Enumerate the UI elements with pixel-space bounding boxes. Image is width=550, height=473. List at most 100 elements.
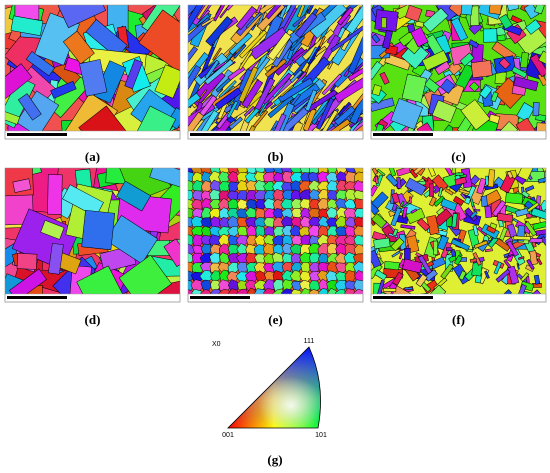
grain — [491, 200, 507, 217]
grain — [404, 177, 427, 196]
grain — [496, 212, 514, 223]
grain — [204, 59, 220, 80]
grain — [47, 174, 63, 215]
frame — [4, 167, 181, 303]
corner-label: 111 — [304, 338, 315, 345]
grain — [528, 238, 543, 243]
grain — [523, 289, 544, 294]
grain — [416, 122, 435, 131]
scale-bar — [7, 296, 67, 299]
grain — [57, 5, 107, 29]
grain — [235, 6, 257, 30]
grain — [192, 234, 203, 247]
grain — [294, 12, 318, 39]
grain — [354, 208, 363, 219]
grain — [483, 28, 498, 43]
grain — [517, 168, 536, 181]
grain — [271, 113, 287, 131]
grain — [390, 237, 405, 252]
grain — [318, 288, 329, 294]
scale-bar — [190, 133, 250, 136]
grain — [426, 168, 436, 177]
grain — [473, 208, 481, 212]
grain — [306, 5, 317, 15]
grain — [50, 80, 77, 99]
grain — [460, 5, 474, 16]
grain — [304, 89, 318, 112]
grain — [81, 209, 116, 251]
grain — [191, 289, 203, 294]
grain — [246, 287, 257, 294]
grain — [300, 287, 311, 294]
grain — [371, 213, 388, 229]
grain — [506, 170, 514, 179]
grain — [238, 125, 256, 131]
panel-label: (f) — [452, 312, 465, 327]
grain — [188, 121, 218, 131]
grain — [511, 66, 528, 79]
grain — [204, 59, 234, 85]
grain — [487, 169, 496, 188]
grain — [526, 258, 535, 270]
axis-label: X0 — [212, 341, 221, 348]
grain — [429, 183, 434, 197]
grain — [334, 289, 347, 294]
grain — [497, 34, 506, 42]
grain — [42, 130, 77, 131]
grain — [469, 5, 480, 26]
ebsd-map — [188, 5, 363, 131]
grain — [212, 5, 228, 22]
grain — [344, 288, 356, 294]
grain — [500, 289, 512, 294]
grain — [40, 220, 65, 240]
grain — [490, 91, 499, 103]
panel-label: (a) — [85, 149, 100, 164]
grain — [262, 120, 279, 131]
grain — [521, 190, 530, 199]
grain — [410, 208, 418, 214]
grain — [532, 102, 540, 117]
grain — [188, 5, 203, 25]
grain — [267, 31, 292, 61]
grain — [205, 16, 233, 47]
grain — [450, 238, 470, 251]
grain — [520, 280, 535, 292]
grain — [414, 20, 425, 28]
grain — [404, 248, 411, 261]
grain — [424, 269, 438, 282]
grain — [16, 252, 38, 270]
grain — [218, 80, 237, 99]
grain — [10, 15, 44, 36]
grain — [505, 192, 524, 205]
grain — [458, 270, 467, 281]
grain — [540, 236, 546, 249]
grain — [454, 176, 467, 186]
grain — [493, 261, 502, 275]
grain — [254, 77, 276, 111]
grain — [450, 17, 469, 42]
grain — [25, 51, 55, 77]
grain — [507, 265, 520, 285]
grain — [382, 30, 393, 49]
grain — [371, 184, 378, 197]
grain — [391, 250, 401, 258]
grain — [290, 35, 305, 52]
frame — [370, 4, 547, 140]
grain — [116, 180, 151, 212]
grain — [188, 46, 198, 70]
grain — [263, 288, 276, 294]
grain — [334, 105, 356, 126]
grain — [486, 225, 497, 234]
grain — [413, 168, 425, 175]
grain — [353, 288, 363, 294]
grain — [469, 258, 478, 263]
grain — [239, 29, 268, 59]
grain — [469, 81, 480, 92]
grain — [188, 111, 205, 131]
grain — [433, 195, 446, 207]
ebsd-map — [5, 5, 180, 131]
grain — [333, 75, 363, 103]
grain — [432, 240, 439, 256]
grain — [228, 32, 253, 56]
grain — [460, 192, 467, 200]
